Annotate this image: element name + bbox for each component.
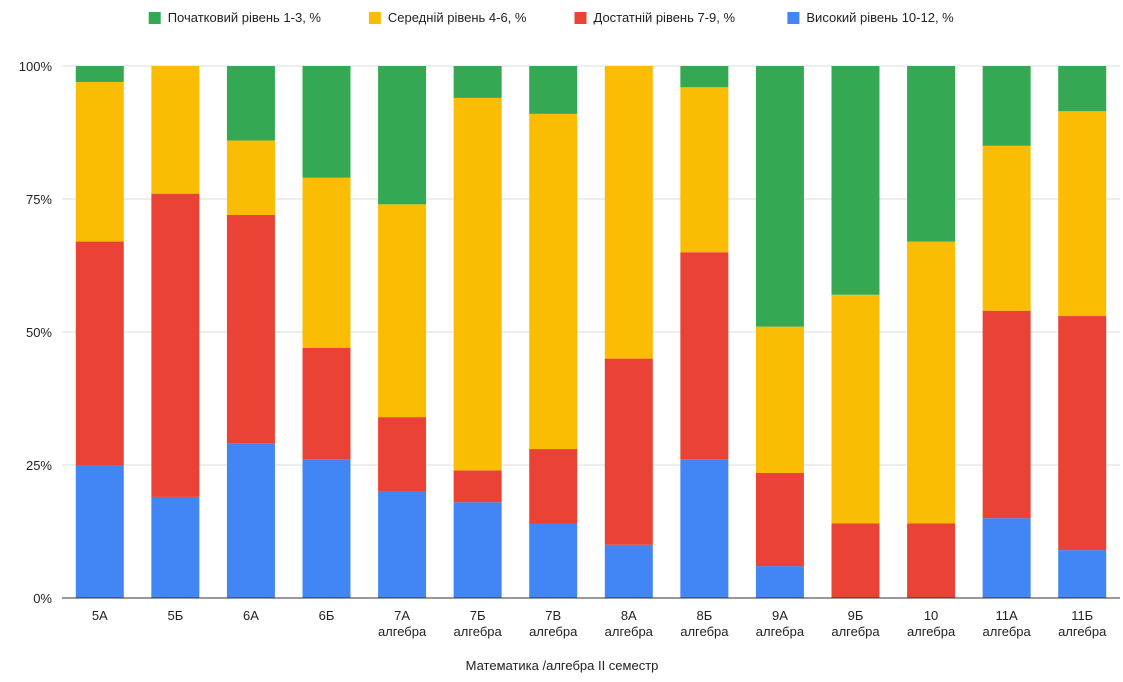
bar-segment	[680, 66, 729, 88]
bar-segment	[831, 66, 880, 295]
x-tick-label: 9А	[772, 608, 788, 623]
bar-segment	[529, 523, 578, 598]
x-tick-label: алгебра	[605, 624, 654, 639]
x-tick-label: алгебра	[983, 624, 1032, 639]
bar-segment	[1058, 111, 1107, 317]
x-tick-label: алгебра	[831, 624, 880, 639]
bar-segment	[378, 66, 427, 205]
bar-segment	[75, 66, 124, 82]
y-axis-tick-labels: 0% 25% 50% 75% 100%	[19, 59, 53, 606]
x-tick-label: алгебра	[756, 624, 805, 639]
bar-segment	[831, 294, 880, 524]
x-tick-label: алгебра	[454, 624, 503, 639]
x-tick-label: 6А	[243, 608, 259, 623]
x-axis-tick-labels: 5А 5Б 6А 6Б 7Аалгебра7Балгебра7Валгебра8Аалг…	[92, 608, 1107, 639]
bar-segment	[151, 193, 200, 497]
y-tick-label: 75%	[26, 192, 52, 207]
bar-segment	[75, 81, 124, 242]
bar-segment	[226, 140, 275, 215]
x-tick-label: алгебра	[907, 624, 956, 639]
y-tick-label: 0%	[33, 591, 52, 606]
bar-segment	[982, 66, 1031, 146]
legend-swatch	[368, 12, 381, 24]
bar-segment	[680, 87, 729, 253]
x-tick-label: 11Б	[1071, 608, 1093, 623]
bar-segment	[831, 523, 880, 598]
bar-segment	[680, 459, 729, 598]
legend-label: Середній рівень 4-6, %	[388, 10, 527, 25]
bar-segment	[755, 472, 804, 567]
x-tick-label: 8А	[621, 608, 637, 623]
bar-segment	[378, 417, 427, 492]
x-axis-title: Математика /алгебра II семестр	[466, 658, 659, 673]
legend-label: Початковий рівень 1-3, %	[168, 10, 322, 25]
bar-segment	[226, 443, 275, 598]
bar-segment	[302, 66, 351, 178]
x-tick-label: алгебра	[378, 624, 427, 639]
bar-segment	[1058, 66, 1107, 112]
x-tick-label: алгебра	[529, 624, 578, 639]
legend-swatch	[148, 12, 161, 24]
x-tick-label: алгебра	[680, 624, 729, 639]
legend-swatch	[574, 12, 587, 24]
bar-segment	[982, 145, 1031, 311]
bar-segment	[1058, 550, 1107, 598]
legend-label: Достатній рівень 7-9, %	[594, 10, 736, 25]
x-tick-label: 7В	[545, 608, 561, 623]
bar-segment	[907, 523, 956, 598]
gridlines	[62, 65, 1120, 599]
bar-segment	[378, 491, 427, 598]
bar-segment	[453, 97, 502, 471]
x-tick-label: 9Б	[848, 608, 864, 623]
bar-segment	[907, 66, 956, 242]
bar-segment	[1058, 316, 1107, 551]
bar-segment	[302, 177, 351, 348]
bar-segment	[302, 347, 351, 460]
bar-segment	[453, 502, 502, 598]
bar-segment	[529, 113, 578, 450]
y-tick-label: 100%	[19, 59, 53, 74]
bar-segment	[604, 66, 653, 359]
bar-segment	[907, 241, 956, 524]
legend-swatch	[787, 12, 800, 24]
x-tick-label: 8Б	[696, 608, 712, 623]
bar-segment	[453, 470, 502, 503]
bar-segment	[755, 566, 804, 598]
x-tick-label: 7Б	[470, 608, 486, 623]
x-tick-label: 10	[924, 608, 938, 623]
y-tick-label: 50%	[26, 325, 52, 340]
bar-segment	[75, 465, 124, 598]
bar-segment	[982, 518, 1031, 598]
x-tick-label: 7А	[394, 608, 410, 623]
bar-segment	[982, 310, 1031, 519]
bar-segment	[529, 449, 578, 524]
bar-segment	[755, 326, 804, 473]
bar-segment	[604, 358, 653, 545]
bar-segment	[226, 214, 275, 444]
bar-segment	[302, 459, 351, 598]
x-tick-label: 5А	[92, 608, 108, 623]
bars	[62, 66, 1120, 599]
y-tick-label: 25%	[26, 458, 52, 473]
bar-segment	[529, 66, 578, 114]
bar-segment	[453, 66, 502, 98]
bar-segment	[604, 544, 653, 598]
bar-segment	[151, 66, 200, 194]
bar-segment	[378, 204, 427, 418]
bar-segment	[226, 66, 275, 141]
legend: Початковий рівень 1-3, % Середній рівень …	[148, 10, 954, 25]
x-tick-label: алгебра	[1058, 624, 1107, 639]
x-tick-label: 6Б	[319, 608, 335, 623]
x-tick-label: 11А	[996, 608, 1018, 623]
bar-segment	[755, 66, 804, 327]
bar-segment	[75, 241, 124, 465]
bar-segment	[151, 496, 200, 598]
bar-segment	[680, 252, 729, 460]
x-tick-label: 5Б	[167, 608, 183, 623]
legend-label: Високий рівень 10-12, %	[806, 10, 954, 25]
